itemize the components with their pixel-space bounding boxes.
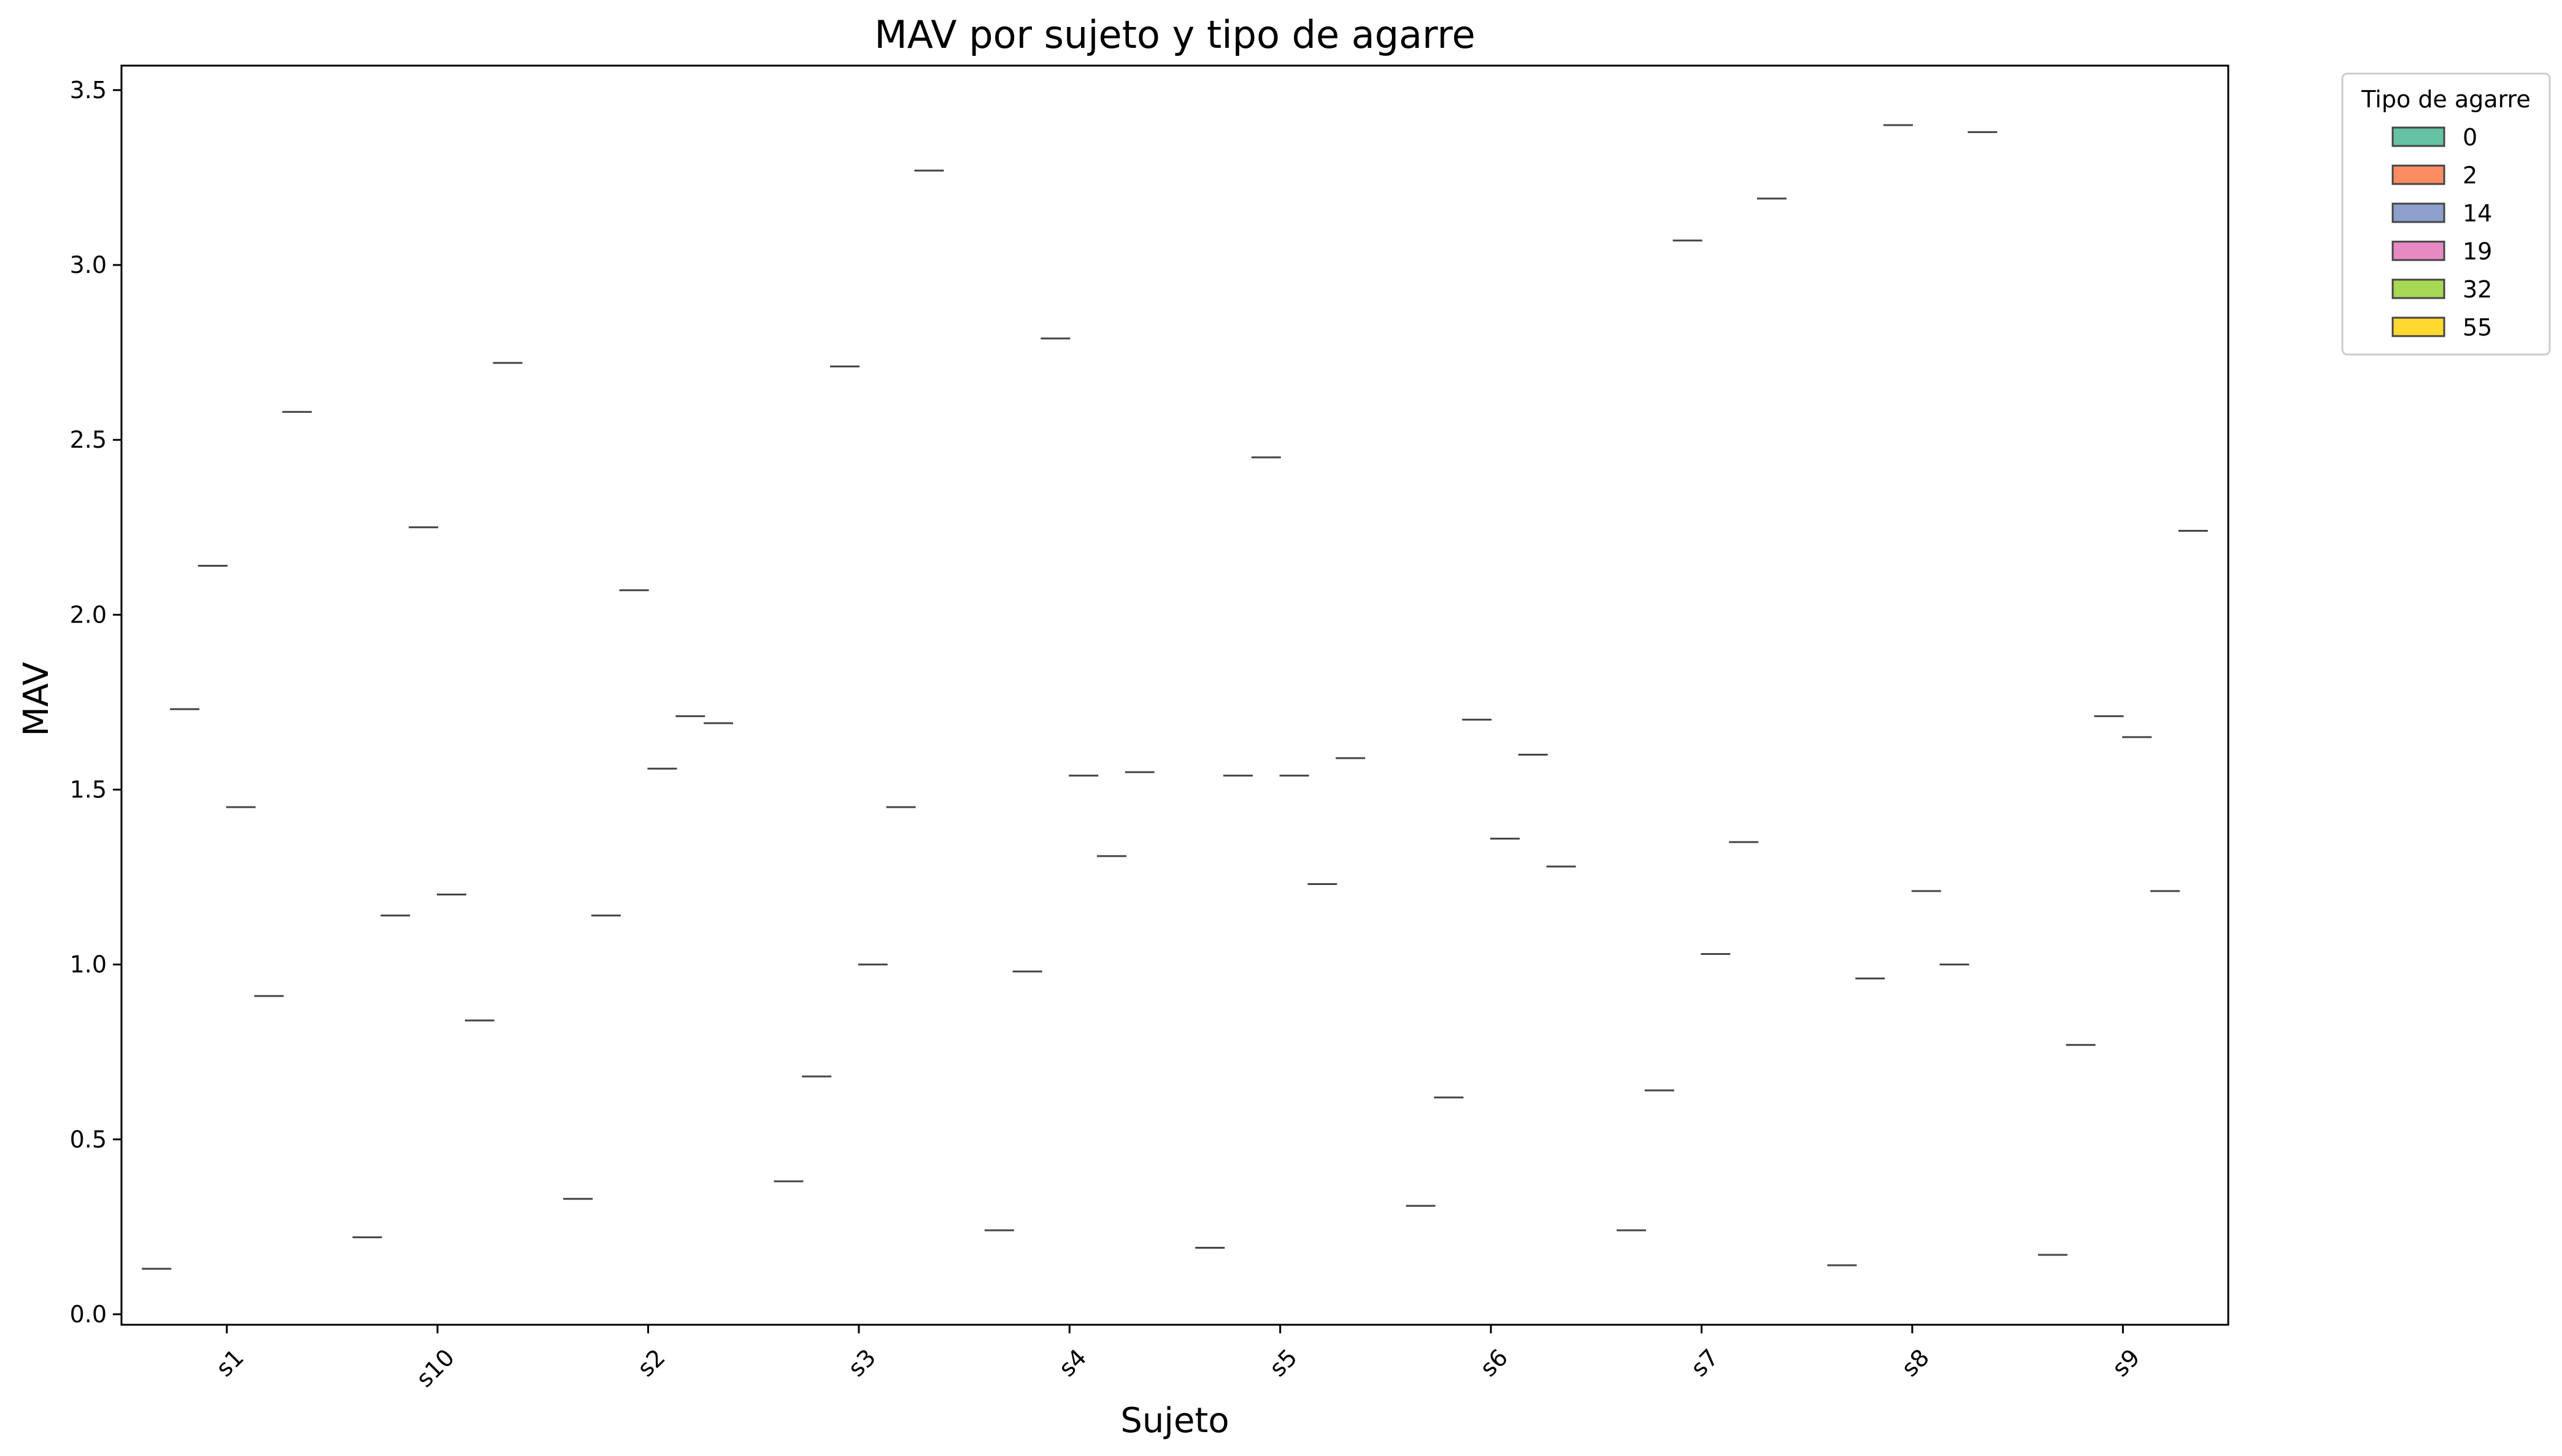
legend-label-55: 55 xyxy=(2463,314,2492,341)
x-tick-label: s2 xyxy=(632,1344,670,1382)
legend-swatch-14 xyxy=(2391,202,2445,223)
y-tick-label: 2.0 xyxy=(70,601,107,628)
legend-items: 0 2 14 19 32 55 xyxy=(2391,124,2492,341)
x-tick-label: s3 xyxy=(843,1344,881,1382)
legend-title: Tipo de agarre xyxy=(2361,86,2530,113)
x-tick-label: s10 xyxy=(411,1344,460,1392)
legend-swatch-19 xyxy=(2391,240,2445,261)
x-tick-label: s6 xyxy=(1475,1344,1513,1382)
x-tick-label: s1 xyxy=(211,1344,249,1382)
legend-swatch-32 xyxy=(2391,278,2445,299)
legend-label-14: 14 xyxy=(2463,200,2492,227)
legend-swatch-2 xyxy=(2391,164,2445,185)
y-tick-label: 1.5 xyxy=(70,776,107,803)
legend-label-0: 0 xyxy=(2463,124,2477,151)
y-tick-label: 1.0 xyxy=(70,951,107,978)
y-axis-label: MAV xyxy=(17,662,56,736)
y-axis: 0.0 0.5 1.0 1.5 2.0 2.5 3.0 3.5 xyxy=(70,77,121,1328)
legend-label-32: 32 xyxy=(2463,276,2492,303)
plot-frame xyxy=(120,64,2229,1326)
y-tick-label: 3.5 xyxy=(70,77,107,104)
x-tick-label: s8 xyxy=(1896,1344,1934,1382)
legend-swatch-0 xyxy=(2391,126,2445,147)
chart-title: MAV por sujeto y tipo de agarre xyxy=(874,12,1475,57)
x-tick-label: s7 xyxy=(1685,1344,1723,1382)
x-axis: s1 s10 s2 s3 s4 s5 s6 s7 s8 s9 xyxy=(211,1325,2145,1392)
x-axis-label: Sujeto xyxy=(1120,1401,1229,1441)
legend-swatch-55 xyxy=(2391,316,2445,337)
legend-label-19: 19 xyxy=(2463,238,2492,265)
legend-frame xyxy=(2341,72,2551,356)
legend: Tipo de agarre 0 2 14 19 32 55 xyxy=(2341,72,2551,356)
legend-label-2: 2 xyxy=(2463,162,2477,189)
y-tick-label: 3.0 xyxy=(70,251,107,278)
y-tick-label: 0.5 xyxy=(70,1126,107,1153)
y-tick-label: 0.0 xyxy=(70,1301,107,1328)
x-tick-label: s4 xyxy=(1053,1344,1091,1382)
y-tick-label: 2.5 xyxy=(70,426,107,453)
x-tick-label: s9 xyxy=(2107,1344,2145,1382)
x-tick-label: s5 xyxy=(1264,1344,1302,1382)
plot-area xyxy=(120,64,2229,1326)
